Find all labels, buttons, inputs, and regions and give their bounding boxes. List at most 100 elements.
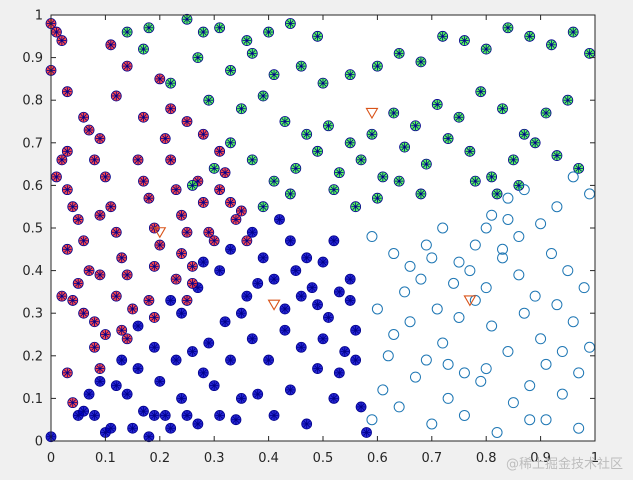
circle-asterisk-marker [214,265,226,277]
open-circle-marker [540,358,552,370]
circle-asterisk-marker [230,414,242,426]
x-tick-label: 0.6 [367,451,388,466]
circle-asterisk-marker [214,410,226,421]
circle-asterisk-marker [431,99,443,110]
circle-asterisk-marker [312,145,323,157]
circle-asterisk-marker [181,13,193,25]
circle-asterisk-marker [377,171,389,183]
circle-asterisk-marker [546,39,557,51]
data-marks [45,13,596,443]
circle-asterisk-marker [420,158,432,170]
open-circle-marker [535,218,547,230]
circle-asterisk-marker [551,150,563,161]
circle-asterisk-marker [203,226,215,238]
open-circle-marker [420,354,432,366]
circle-asterisk-marker [121,60,133,72]
circle-asterisk-marker [165,154,177,166]
open-circle-marker [393,401,405,413]
watermark: @稀土掘金技术社区 [505,457,623,472]
circle-asterisk-marker [72,214,84,225]
open-circle-marker [556,388,568,400]
circle-asterisk-marker [105,201,117,213]
y-tick-label: 0.6 [22,179,43,194]
circle-asterisk-marker [480,43,492,55]
circle-asterisk-marker [257,252,269,264]
circle-asterisk-marker [127,422,139,434]
open-circle-marker [420,239,432,251]
open-circle-marker [502,192,514,204]
circle-asterisk-marker [301,128,313,140]
open-circle-marker [578,282,590,294]
circle-asterisk-marker [61,145,73,157]
circle-asterisk-marker [143,431,155,443]
circle-asterisk-marker [279,116,291,127]
open-circle-marker [442,392,454,404]
circle-asterisk-marker [94,363,106,374]
open-circle-marker [448,277,460,289]
circle-asterisk-marker [154,375,166,387]
circle-asterisk-marker [138,43,149,55]
circle-asterisk-marker [51,26,62,38]
circle-asterisk-marker [89,154,100,166]
y-tick-label: 0.2 [22,349,43,364]
circle-asterisk-marker [252,388,264,400]
circle-asterisk-marker [263,26,275,38]
circle-asterisk-marker [148,312,160,323]
circle-asterisk-marker [246,47,258,59]
circle-asterisk-marker [165,295,177,306]
open-circle-marker [431,303,443,315]
circle-asterisk-marker [350,201,362,213]
open-circle-marker [464,265,476,277]
open-circle-marker [567,316,579,328]
circle-asterisk-marker [312,363,323,374]
circle-asterisk-marker [143,22,155,34]
circle-asterisk-marker [89,341,100,353]
circle-asterisk-marker [197,128,209,140]
open-circle-marker [371,303,383,315]
circle-asterisk-marker [344,69,356,81]
circle-asterisk-marker [328,392,340,404]
circle-asterisk-marker [355,401,367,413]
circle-asterisk-marker [100,329,111,340]
circle-asterisk-marker [274,214,285,225]
circle-asterisk-marker [235,205,247,217]
circle-asterisk-marker [121,333,133,345]
circle-asterisk-marker [132,154,144,166]
circle-asterisk-marker [170,273,182,285]
circle-asterisk-marker [518,128,530,140]
circle-asterisk-marker [121,388,133,400]
circle-asterisk-marker [241,35,253,46]
circle-asterisk-marker [290,162,302,174]
open-circle-marker [491,426,503,438]
circle-asterisk-marker [143,295,155,306]
y-tick-label: 0.8 [22,94,43,109]
circle-asterisk-marker [497,103,508,115]
circle-asterisk-marker [176,248,187,259]
circle-asterisk-marker [187,179,198,191]
circle-asterisk-marker [170,184,182,196]
circle-asterisk-marker [181,410,193,421]
circle-asterisk-marker [154,73,166,85]
open-circle-marker [442,358,454,370]
open-circle-marker [366,414,378,426]
circle-asterisk-marker [110,226,122,238]
circle-asterisk-marker [187,260,198,272]
triangle-marker [267,299,281,311]
circle-asterisk-marker [138,175,149,187]
open-circle-marker [388,248,400,260]
circle-asterisk-marker [148,410,160,421]
circle-asterisk-marker [371,60,383,72]
circle-asterisk-marker [61,243,73,255]
circle-asterisk-marker [165,103,177,115]
circle-asterisk-marker [344,295,356,306]
circle-asterisk-marker [328,235,340,247]
circle-asterisk-marker [333,367,345,379]
circle-asterisk-marker [366,128,378,140]
circle-asterisk-marker [121,269,133,281]
circle-asterisk-marker [61,367,73,379]
circle-asterisk-marker [110,290,122,302]
circle-asterisk-marker [344,273,356,285]
circle-asterisk-marker [214,145,226,157]
open-circle-marker [469,239,481,251]
circle-asterisk-marker [159,133,171,144]
